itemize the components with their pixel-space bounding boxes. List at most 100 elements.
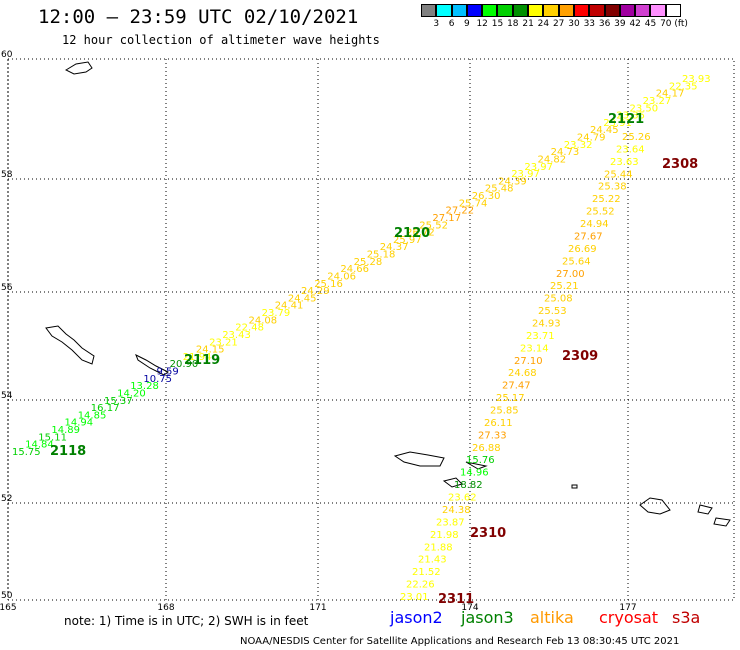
legend-label: 36: [598, 19, 611, 29]
legend-label: 39: [614, 19, 626, 29]
track-value-nw-ne: 23.43: [222, 330, 251, 341]
island-bering: [45, 325, 95, 365]
legend-label: 30: [568, 19, 580, 29]
lon-tick-label: 165: [0, 603, 17, 613]
legend-label: 27: [552, 19, 565, 29]
legend-label: 12: [476, 19, 488, 29]
track-value-nw-ne: 23.32: [564, 140, 593, 151]
legend-label: 18: [507, 19, 519, 29]
map-frame: [7, 58, 735, 601]
legend-label: 9: [464, 19, 470, 29]
track-value-nw-ne: 24.39: [498, 176, 527, 187]
track-value-nw-ne: 25.16: [314, 279, 343, 290]
track-value-ne-sw: 26.69: [568, 244, 597, 255]
island-east: [697, 504, 731, 527]
track-id-2310: 2310: [470, 526, 506, 541]
track-value-nw-ne: 25.74: [459, 198, 488, 209]
legend-swatch: [451, 4, 467, 17]
track-value-ne-sw: 27.00: [556, 269, 585, 280]
track-value-nw-ne: 14.85: [78, 410, 107, 421]
track-value-nw-ne: 24.41: [275, 301, 304, 312]
track-id-2119: 2119: [184, 353, 220, 368]
altimeter-tracks: 15.7514.8415.1114.8914.9414.8516.1715.37…: [12, 74, 711, 607]
legend-swatch: [573, 4, 590, 17]
track-value-nw-ne: 14.89: [51, 425, 80, 436]
sat-jason3: jason3: [461, 608, 514, 627]
legend-swatch: [543, 4, 559, 17]
track-value-nw-ne: 14.20: [117, 389, 146, 400]
sat-altika: altika: [530, 608, 574, 627]
legend-label: 42: [629, 19, 641, 29]
track-value-nw-ne: 24.17: [656, 89, 685, 100]
track-value-ne-sw: 23.14: [520, 343, 549, 354]
legend-swatch: [528, 4, 544, 17]
track-value-nw-ne: 23.97: [511, 169, 540, 180]
track-value-nw-ne: 27.22: [446, 206, 475, 217]
track-value-ne-sw: 27.33: [478, 430, 507, 441]
legend-swatch: [619, 4, 636, 17]
lon-tick-label: 168: [157, 603, 174, 613]
track-value-ne-sw: 23.62: [448, 493, 477, 504]
sat-cryosat: cryosat: [599, 608, 659, 627]
island-nw: [64, 61, 93, 75]
track-value-ne-sw: 25.17: [496, 393, 525, 404]
track-value-nw-ne: 23.50: [630, 103, 659, 114]
track-value-nw-ne: 24.66: [340, 264, 369, 275]
legend-swatch: [558, 4, 574, 17]
track-value-nw-ne: 25.18: [367, 250, 396, 261]
island-medny: [135, 353, 169, 376]
legend-label: 3: [433, 19, 440, 29]
track-value-nw-ne: 15.11: [38, 432, 67, 443]
track-value-nw-ne: 23.79: [262, 308, 291, 319]
track-value-nw-ne: 24.29: [301, 286, 330, 297]
track-value-nw-ne: 20.90: [170, 359, 199, 370]
lon-tick-label: 171: [309, 603, 326, 613]
legend-swatch: [482, 4, 498, 17]
lat-tick-label: 50: [1, 591, 13, 601]
track-value-ne-sw: 21.88: [424, 542, 453, 553]
legend-swatch: [665, 4, 682, 17]
lon-tick-label: 177: [619, 603, 636, 613]
legend-swatch: [650, 4, 666, 17]
legend-swatch: [436, 4, 452, 17]
track-value-nw-ne: 23.21: [209, 337, 238, 348]
lat-lon-grid: [7, 58, 735, 601]
track-value-nw-ne: 15.37: [104, 396, 133, 407]
track-value-ne-sw: 26.88: [472, 443, 501, 454]
track-value-ne-sw: 21.52: [412, 567, 441, 578]
track-value-ne-sw: 23.01: [400, 592, 429, 603]
legend-swatch: [589, 4, 605, 17]
track-value-ne-sw: 23.87: [436, 517, 465, 528]
track-value-nw-ne: 21.94: [183, 352, 212, 363]
track-value-ne-sw: 23.63: [610, 157, 639, 168]
track-value-ne-sw: 25.26: [622, 132, 651, 143]
track-value-nw-ne: 25.28: [354, 257, 383, 268]
track-value-ne-sw: 21.43: [418, 555, 447, 566]
legend-label: 70: [660, 19, 672, 29]
island-rat: [639, 497, 671, 515]
track-value-ne-sw: 21.98: [430, 530, 459, 541]
track-id-2308: 2308: [662, 157, 698, 172]
track-value-ne-sw: 23.71: [526, 331, 555, 342]
track-value-ne-sw: 25.21: [550, 281, 579, 292]
lat-tick-label: 60: [1, 50, 13, 60]
track-value-ne-sw: 25.53: [538, 306, 567, 317]
track-value-nw-ne: 26.30: [472, 191, 501, 202]
track-id-2118: 2118: [50, 444, 86, 459]
island-attu: [393, 451, 445, 467]
legend-swatch: [497, 4, 513, 17]
track-value-nw-ne: 23.93: [682, 74, 711, 85]
track-value-nw-ne: 24.73: [551, 147, 580, 158]
legend-swatches: [421, 4, 682, 17]
track-value-ne-sw: 27.47: [502, 381, 531, 392]
track-value-nw-ne: 22.48: [235, 323, 264, 334]
track-value-nw-ne: 24.06: [327, 272, 356, 283]
track-value-ne-sw: 25.22: [592, 194, 621, 205]
track-value-nw-ne: 25.48: [485, 184, 514, 195]
track-value-nw-ne: 27.17: [432, 213, 461, 224]
track-id-2120: 2120: [394, 226, 430, 241]
legend-label: 45: [644, 19, 657, 29]
track-value-nw-ne: 24.82: [538, 155, 567, 166]
color-legend: 3 6 9 12 15 18 21 24 27 30 33 36 39 42 45 70 (ft): [421, 4, 688, 31]
